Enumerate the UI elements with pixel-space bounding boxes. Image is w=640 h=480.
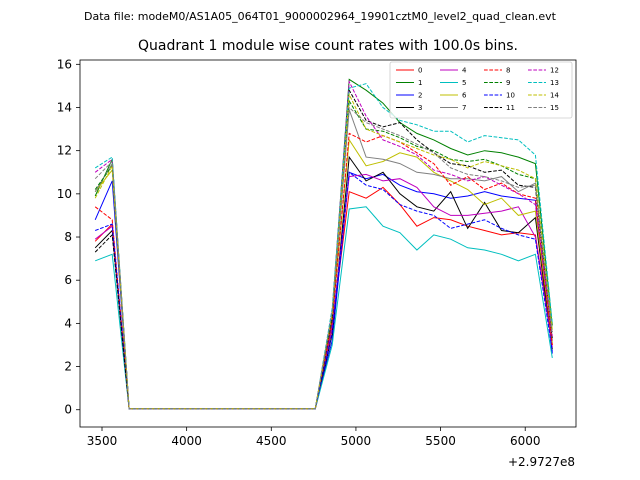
legend-label-12: 12 xyxy=(550,67,559,75)
legend-box xyxy=(389,61,573,119)
chart-suptitle: Data file: modeM0/AS1A05_064T01_90000029… xyxy=(84,10,557,23)
legend-label-15: 15 xyxy=(550,104,559,112)
legend-label-4: 4 xyxy=(462,67,467,75)
series-line-3 xyxy=(94,155,553,410)
legend-label-8: 8 xyxy=(506,67,510,75)
legend-label-14: 14 xyxy=(550,92,559,100)
x-offset-label: +2.9727e8 xyxy=(508,455,575,469)
series-line-5 xyxy=(95,206,553,410)
y-axis: 0 2 4 6 8 10 12 14 16 xyxy=(57,57,80,417)
x-tick-label: 3500 xyxy=(87,434,118,448)
x-tick-label: 5500 xyxy=(425,434,456,448)
x-tick-label: 6000 xyxy=(510,434,541,448)
y-tick-label: 8 xyxy=(64,230,72,244)
chart-title: Quadrant 1 module wise count rates with … xyxy=(138,38,518,54)
series-line-15 xyxy=(94,106,553,410)
legend-label-3: 3 xyxy=(418,104,422,112)
y-tick-label: 16 xyxy=(57,57,72,71)
legend-label-13: 13 xyxy=(550,79,559,87)
plot-lines xyxy=(94,78,553,410)
legend-label-9: 9 xyxy=(506,79,510,87)
legend-label-1: 1 xyxy=(418,79,422,87)
legend-label-2: 2 xyxy=(418,92,422,100)
series-line-14 xyxy=(94,92,553,410)
plot-frame xyxy=(79,59,577,428)
y-tick-label: 14 xyxy=(57,100,72,114)
legend-label-5: 5 xyxy=(462,79,466,87)
legend-label-7: 7 xyxy=(462,104,466,112)
y-tick-label: 4 xyxy=(64,316,72,330)
y-tick-label: 2 xyxy=(64,360,72,374)
legend-label-10: 10 xyxy=(506,92,515,100)
x-axis: 3500 4000 4500 5000 5500 6000 xyxy=(87,427,541,448)
legend-label-6: 6 xyxy=(462,92,467,100)
legend-label-11: 11 xyxy=(506,104,515,112)
y-tick-label: 12 xyxy=(57,144,72,158)
y-tick-label: 10 xyxy=(57,187,72,201)
y-tick-label: 0 xyxy=(64,403,72,417)
y-tick-label: 6 xyxy=(64,273,72,287)
x-tick-label: 4500 xyxy=(256,434,287,448)
x-tick-label: 4000 xyxy=(171,434,202,448)
x-tick-label: 5000 xyxy=(341,434,372,448)
legend-label-0: 0 xyxy=(418,67,422,75)
